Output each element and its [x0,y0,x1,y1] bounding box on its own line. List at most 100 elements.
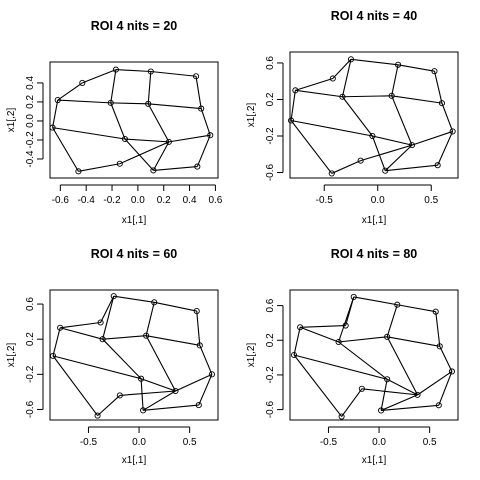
mesh-edge [384,144,413,172]
mesh-edge [152,141,170,171]
mesh-edge [200,108,211,136]
data-point [195,402,202,409]
mesh-edge [331,160,361,174]
mesh-edge [397,64,435,72]
x-tick-label: 0.5 [423,437,437,448]
mesh-edge [338,341,388,380]
y-tick-label: 0.6 [265,56,276,70]
data-point [347,56,355,63]
mesh-edge [290,120,333,174]
data-point [99,336,106,343]
data-point [165,138,172,145]
mesh-edge [119,141,170,165]
mesh-edge [411,130,453,146]
y-axis-label: x1[,2] [246,103,257,128]
mesh-edge [145,302,155,336]
mesh-edge [338,296,355,343]
x-tick-label: 0.5 [183,437,197,448]
x-tick-label: 0.2 [157,195,171,206]
y-tick-label: 0.2 [265,333,276,347]
mesh-edge [102,338,142,380]
x-tick-label: -0.6 [52,195,70,206]
mesh-edge [435,311,441,347]
data-point [338,413,345,420]
data-point [382,167,389,174]
mesh-edge [438,371,453,406]
mesh-edge [52,127,126,140]
data-point [194,163,201,170]
y-tick-label: -0.2 [25,131,36,149]
y-tick-label: -0.4 [25,150,36,168]
y-tick-label: -0.6 [25,400,36,418]
mesh-edge [175,373,213,392]
data-point [288,117,295,124]
mesh-edge [145,335,176,392]
y-tick-label: -0.2 [265,127,276,145]
y-tick-label: 0.0 [25,114,36,128]
panel-title: ROI 4 nits = 60 [91,247,178,261]
panel-title: ROI 4 nits = 40 [331,9,418,23]
data-point [192,73,200,80]
y-tick-label: 0.6 [265,298,276,312]
mesh-edge [391,95,443,104]
mesh-edge [52,355,99,416]
mesh-edge [110,69,117,103]
data-point [207,132,214,139]
mesh-edge [387,336,440,347]
mesh-edge [102,335,147,340]
mesh-edge [433,71,443,104]
data-point [290,351,298,359]
mesh-edge [380,394,418,411]
mesh-edge [150,70,197,77]
mesh-edge [52,327,61,357]
mesh-edge [199,345,213,375]
mesh-edge [397,304,436,313]
data-point [107,99,114,106]
x-tick-label: 0.0 [131,195,145,206]
data-point [408,142,416,149]
data-point [357,157,364,164]
data-point [335,338,342,346]
data-point [143,332,150,339]
data-point [292,87,299,94]
mesh-edge [198,374,213,406]
mesh-edge [52,99,59,128]
data-point [140,407,147,414]
mesh-edge [143,404,199,411]
mesh-edge [360,144,413,162]
mesh-edge [391,64,399,96]
y-tick-label: -0.2 [265,366,276,384]
data-point [388,92,395,99]
mesh-edge [342,95,392,98]
data-point [198,105,205,112]
mesh-edge [386,378,418,396]
mesh-edge [57,99,111,104]
mesh-edge [195,76,202,109]
mesh-edge [293,354,343,417]
mesh-edge [113,295,155,303]
data-point [138,375,145,382]
mesh-edge [196,311,201,346]
data-point [54,96,61,104]
mesh-edge [372,135,413,146]
mesh-edge [59,327,103,340]
data-point [150,167,157,174]
data-point [121,135,129,143]
data-point [297,324,304,331]
y-axis-label: x1[,2] [6,108,17,133]
panel-2: ROI 4 nits = 40 -0.5 0.0 0.5 -0.6 -0.2 0.2 0.6 x… [246,9,459,226]
mesh-edge [82,69,117,84]
x-tick-label: -0.2 [103,195,121,206]
data-point [145,100,152,107]
x-axis-label: x1[,1] [122,455,147,466]
mesh-edge [290,90,296,121]
mesh-edge [52,127,79,172]
data-point [378,407,385,414]
mesh-edge [300,324,346,328]
data-point [79,79,86,86]
data-point [116,392,123,399]
mesh-edge [124,138,169,143]
data-point [147,68,154,75]
data-point [342,322,349,329]
mesh-edge [439,346,453,372]
